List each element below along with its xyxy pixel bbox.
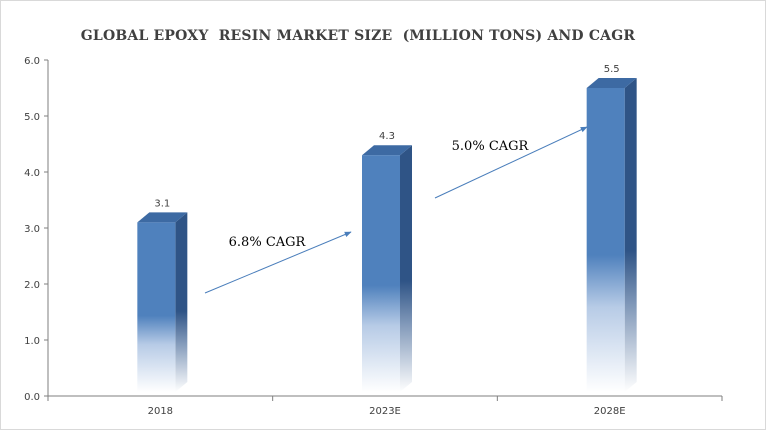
cagr-annotation-1: 6.8% CAGR — [229, 235, 307, 250]
bar-front — [586, 88, 625, 392]
bar-value-label: 5.5 — [604, 64, 620, 75]
y-tick-label: 6.0 — [24, 56, 40, 67]
chart-title: GLOBAL EPOXY RESIN MARKET SIZE (MILLION … — [80, 28, 636, 44]
cagr-arrow-2 — [434, 126, 588, 199]
bar-top — [137, 212, 188, 223]
x-tick-label: 2018 — [148, 406, 173, 417]
bar-top — [586, 78, 637, 88]
bar-top — [362, 145, 412, 156]
y-tick-label: 3.0 — [24, 224, 40, 235]
bar-side — [624, 78, 637, 392]
y-tick-label: 4.0 — [24, 168, 40, 179]
bar-front — [362, 155, 400, 392]
bar-side — [400, 145, 412, 392]
bar-front — [137, 222, 176, 392]
bar — [586, 78, 637, 392]
cagr-annotation-2: 5.0% CAGR — [452, 139, 530, 154]
y-tick-label: 1.0 — [24, 336, 40, 347]
bar-side — [175, 212, 188, 392]
bar — [362, 145, 412, 392]
bar — [137, 212, 188, 392]
x-axis: 2018 2023E 2028E — [47, 395, 723, 417]
x-tick-label: 2023E — [369, 406, 401, 417]
bar-value-label: 3.1 — [154, 198, 170, 209]
y-axis: 0.0 1.0 2.0 3.0 4.0 5.0 6.0 — [24, 56, 49, 403]
x-tick-label: 2028E — [594, 406, 626, 417]
bar-value-label: 4.3 — [379, 131, 395, 142]
cagr-arrow-1 — [204, 231, 352, 294]
y-tick-label: 5.0 — [24, 112, 40, 123]
y-tick-label: 2.0 — [24, 280, 40, 291]
y-tick-label: 0.0 — [24, 392, 40, 403]
bars — [137, 78, 637, 392]
data-labels: 3.1 4.3 5.5 — [154, 64, 619, 209]
